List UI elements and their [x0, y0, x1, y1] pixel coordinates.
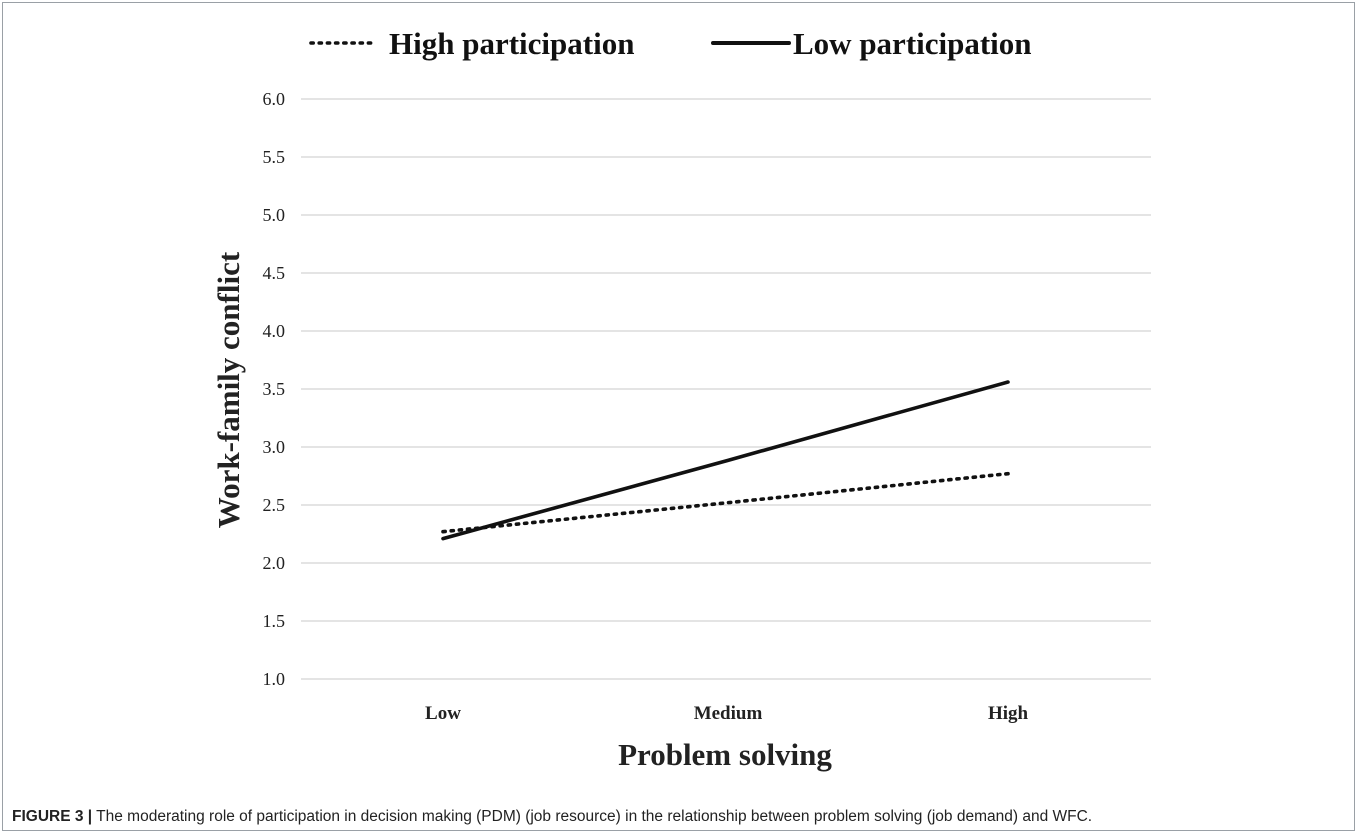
y-tick-label: 5.0: [263, 205, 286, 225]
y-axis-ticks: 1.0 1.5 2.0 2.5 3.0 3.5 4.0 4.5 5.0 5.5 6.0: [263, 89, 286, 689]
y-tick-label: 1.5: [263, 611, 286, 631]
x-tick-label: High: [988, 703, 1029, 724]
y-tick-label: 6.0: [263, 89, 286, 109]
x-tick-label: Low: [425, 703, 461, 724]
legend-label: Low participation: [793, 26, 1032, 61]
y-tick-label: 3.0: [263, 437, 286, 457]
gridlines: [301, 98, 1151, 680]
caption-label: FIGURE 3 |: [12, 808, 93, 825]
legend: High participation Low participation: [309, 26, 1032, 61]
y-tick-label: 4.0: [263, 321, 286, 341]
x-axis-title: Problem solving: [618, 737, 832, 772]
legend-label: High participation: [389, 26, 634, 61]
line-chart: High participation Low participation 1.01…: [211, 26, 1151, 772]
y-axis-title: Work-family conflict: [211, 251, 246, 528]
y-tick-label: 2.0: [263, 553, 286, 573]
y-tick-label: 3.5: [263, 379, 286, 399]
series-line-high-participation: [441, 471, 1010, 534]
y-tick-label: 1.0: [263, 669, 286, 689]
series-line-low-participation: [441, 380, 1010, 541]
series-lines: [441, 380, 1010, 541]
x-tick-label: Medium: [694, 703, 763, 724]
caption-text: The moderating role of participation in …: [92, 808, 1093, 825]
y-tick-label: 4.5: [263, 263, 286, 283]
y-tick-label: 5.5: [263, 147, 286, 167]
y-tick-label: 2.5: [263, 495, 286, 515]
x-axis-ticks: Low Medium High: [425, 703, 1028, 724]
figure-caption: FIGURE 3 | The moderating role of partic…: [12, 808, 1342, 826]
